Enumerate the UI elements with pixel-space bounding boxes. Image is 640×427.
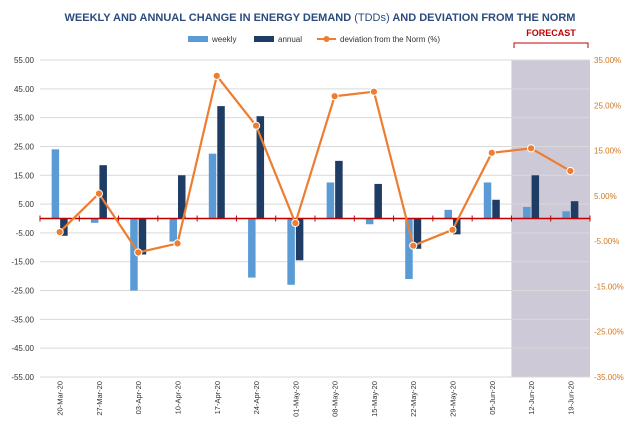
deviation-marker bbox=[55, 227, 64, 237]
y-left-tick-label: 5.00 bbox=[18, 200, 34, 209]
bar-weekly bbox=[562, 211, 570, 219]
bar-annual bbox=[99, 165, 107, 219]
bar-weekly bbox=[326, 182, 335, 219]
y-right-tick-label: -25.00% bbox=[594, 328, 624, 337]
deviation-marker bbox=[212, 71, 221, 80]
x-tick-label: 08-May-20 bbox=[331, 381, 340, 417]
deviation-line bbox=[58, 74, 571, 254]
y-right-tick-label: 25.00% bbox=[594, 101, 621, 110]
bar-annual bbox=[256, 116, 265, 219]
bar-annual bbox=[570, 201, 579, 219]
x-tick-label: 05-Jun-20 bbox=[488, 381, 497, 415]
y-right-tick-label: 5.00% bbox=[594, 192, 617, 201]
y-right-tick-label: 15.00% bbox=[594, 147, 621, 156]
x-tick-label: 19-Jun-20 bbox=[566, 381, 575, 415]
y-left-tick-label: 45.00 bbox=[14, 85, 35, 94]
bar-annual bbox=[531, 175, 540, 219]
x-tick-label: 29-May-20 bbox=[449, 381, 458, 417]
y-right-tick-label: 35.00% bbox=[594, 56, 621, 65]
bar-annual bbox=[492, 199, 500, 219]
x-tick-label: 17-Apr-20 bbox=[213, 381, 222, 414]
legend-deviation-marker bbox=[323, 36, 330, 42]
y-right-tick-label: -5.00% bbox=[594, 237, 619, 246]
x-tick-label: 15-May-20 bbox=[370, 381, 379, 417]
forecast-label: FORECAST bbox=[526, 28, 576, 38]
chart-title-rest: AND DEVIATION FROM THE NORM bbox=[390, 12, 576, 24]
bar-annual bbox=[178, 175, 186, 219]
bar-annual bbox=[413, 218, 422, 249]
bar-annual bbox=[335, 160, 343, 219]
bar-annual bbox=[453, 218, 461, 235]
bar-weekly bbox=[287, 218, 295, 285]
bar-weekly bbox=[169, 218, 177, 242]
bar-weekly bbox=[208, 153, 217, 219]
plot-area: 55.00 45.00 35.00 25.00 15.00 5.00 -5.00 -15.00… bbox=[11, 56, 623, 417]
x-tick-label: 20-Mar-20 bbox=[56, 381, 65, 416]
y-left-tick-label: 15.00 bbox=[14, 171, 35, 180]
y-left-tick-label: -5.00 bbox=[16, 229, 35, 238]
x-tick-label: 12-Jun-20 bbox=[527, 381, 536, 415]
legend-annual-label: annual bbox=[278, 35, 302, 44]
bar-weekly bbox=[365, 218, 374, 225]
x-tick-label: 10-Apr-20 bbox=[174, 381, 183, 414]
y-left-tick-label: -45.00 bbox=[11, 344, 34, 353]
bar-weekly bbox=[90, 218, 99, 223]
bar-weekly bbox=[444, 209, 452, 219]
y-left-tick-label: -25.00 bbox=[11, 287, 34, 296]
x-tick-label: 27-Mar-20 bbox=[95, 381, 104, 416]
bar-weekly bbox=[248, 218, 256, 278]
deviation-marker bbox=[173, 239, 182, 248]
forecast-bracket bbox=[513, 42, 589, 48]
bar-annual bbox=[295, 218, 304, 261]
legend: weekly annual deviation from the Norm (%… bbox=[188, 35, 440, 44]
bar-weekly bbox=[51, 149, 60, 219]
bar-weekly bbox=[483, 182, 492, 219]
bar-annual bbox=[374, 183, 382, 219]
bar-weekly bbox=[405, 218, 413, 280]
x-tick-label: 24-Apr-20 bbox=[252, 381, 261, 414]
deviation-marker bbox=[251, 121, 261, 130]
deviation-marker bbox=[409, 241, 418, 250]
deviation-marker bbox=[134, 248, 143, 257]
chart-title-main: WEEKLY AND ANNUAL CHANGE IN ENERGY DEMAN… bbox=[65, 12, 355, 24]
deviation-marker bbox=[566, 166, 575, 176]
y-left-tick-label: -15.00 bbox=[11, 258, 34, 267]
deviation-marker bbox=[330, 92, 339, 101]
x-tick-label: 22-May-20 bbox=[409, 381, 418, 417]
y-right-tick-label: -35.00% bbox=[594, 373, 624, 382]
legend-weekly-swatch bbox=[188, 36, 208, 42]
legend-annual-swatch bbox=[254, 36, 274, 42]
y-left-tick-label: -35.00 bbox=[11, 315, 34, 324]
deviation-marker bbox=[526, 144, 536, 153]
legend-deviation-label: deviation from the Norm (%) bbox=[340, 35, 440, 44]
y-left-tick-label: -55.00 bbox=[11, 373, 34, 382]
y-left-tick-label: 25.00 bbox=[14, 142, 35, 151]
chart-title: WEEKLY AND ANNUAL CHANGE IN ENERGY DEMAN… bbox=[65, 12, 576, 24]
legend-weekly-label: weekly bbox=[211, 35, 236, 44]
deviation-marker bbox=[369, 87, 379, 96]
bar-annual bbox=[138, 218, 147, 255]
x-tick-label: 03-Apr-20 bbox=[134, 381, 143, 414]
bar-weekly bbox=[130, 218, 138, 291]
forecast-annotation: FORECAST bbox=[513, 28, 589, 48]
deviation-marker bbox=[487, 148, 496, 157]
y-right-tick-label: -15.00% bbox=[594, 282, 624, 291]
deviation-marker bbox=[291, 218, 300, 228]
y-left-tick-label: 35.00 bbox=[14, 114, 35, 123]
x-tick-label: 01-May-20 bbox=[291, 381, 300, 417]
y-left-tick-label: 55.00 bbox=[14, 56, 35, 65]
chart-title-unit: (TDDs) bbox=[354, 12, 389, 24]
bar-weekly bbox=[523, 206, 531, 219]
deviation-marker bbox=[94, 189, 104, 198]
deviation-marker bbox=[448, 225, 457, 234]
bar-annual bbox=[217, 106, 225, 219]
